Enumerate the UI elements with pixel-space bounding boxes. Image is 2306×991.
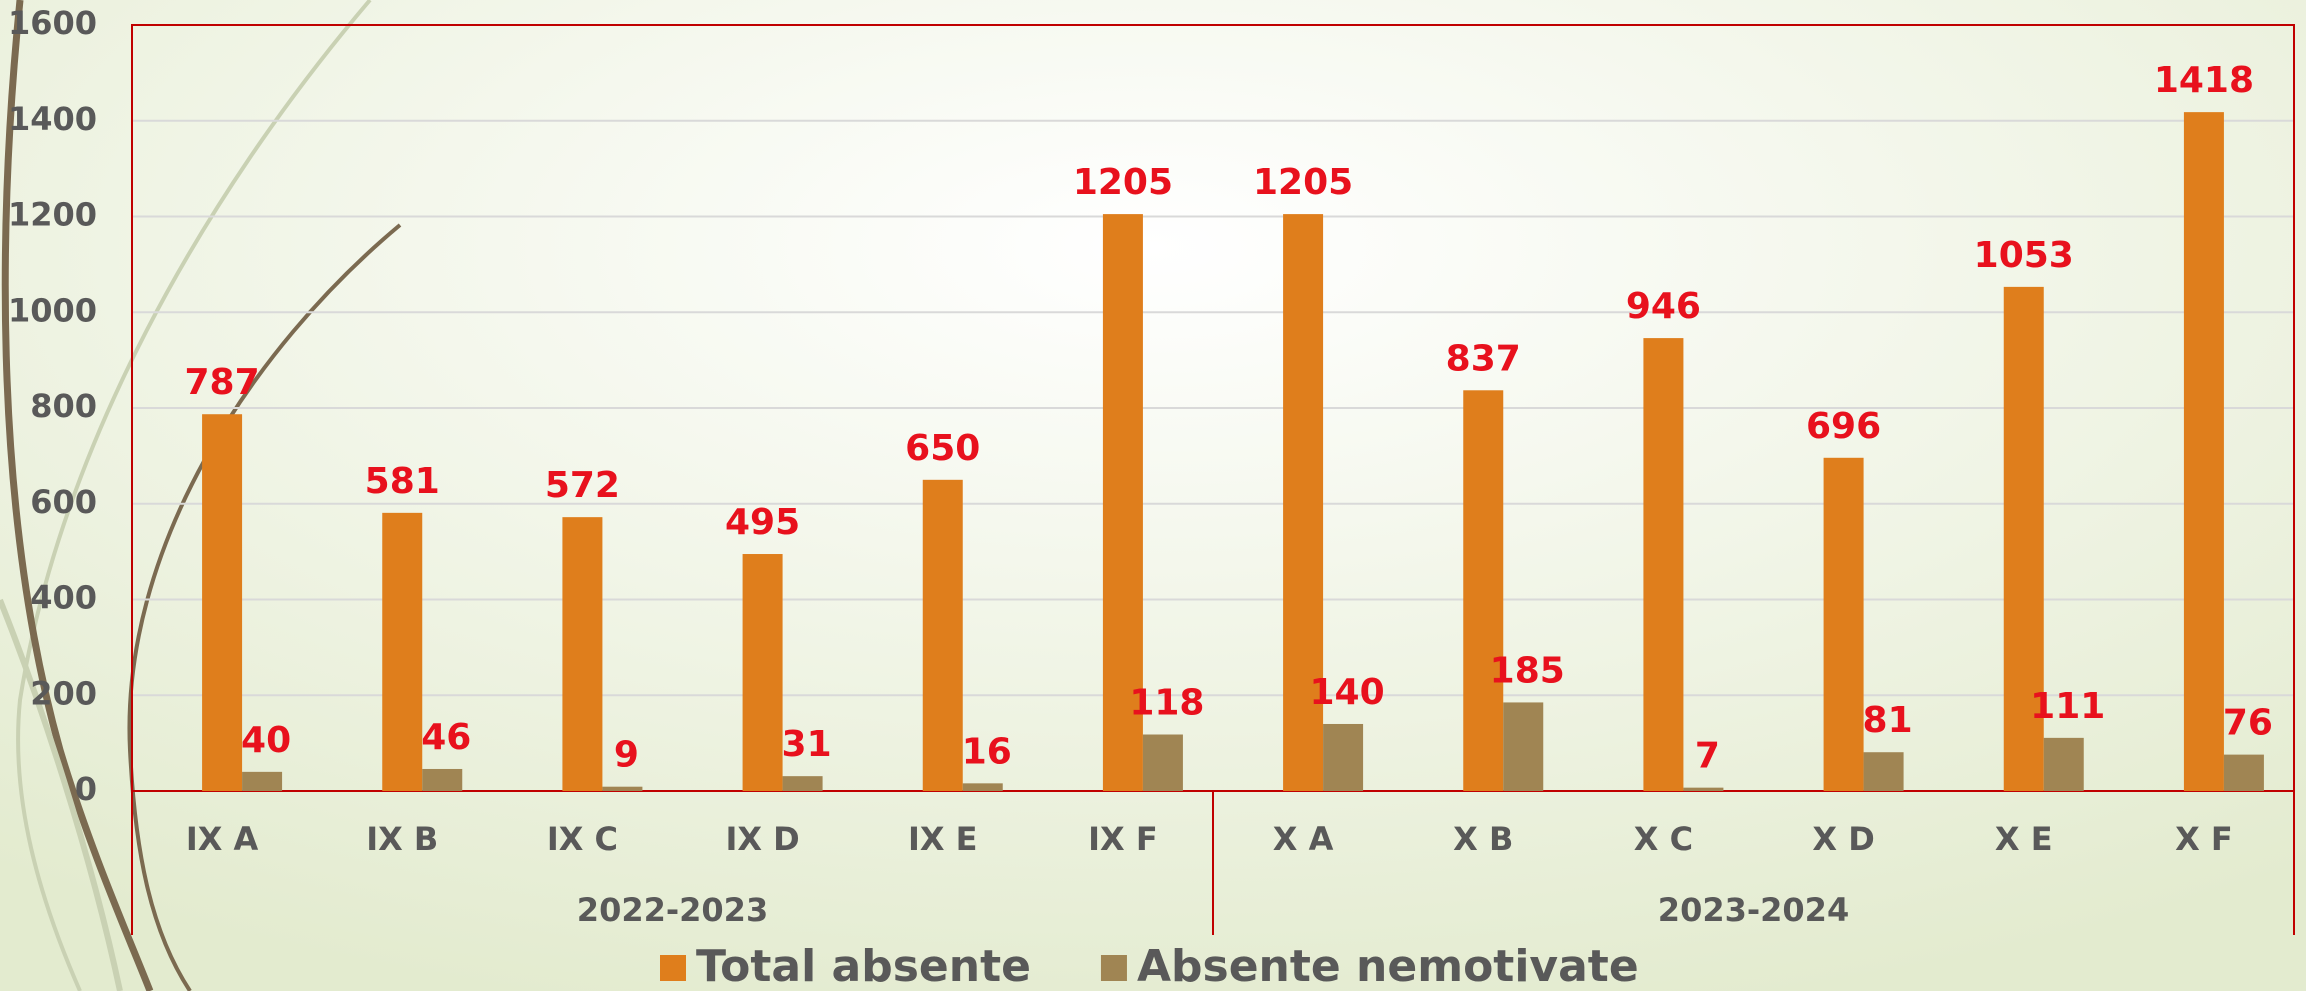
value-label: 1053 (1974, 235, 2074, 276)
x-tick-label: IX F (1088, 820, 1158, 858)
x-tick-label: X B (1453, 820, 1513, 858)
value-label: 1418 (2154, 60, 2254, 101)
chart: 0 200 400 600 800 1000 1200 1400 1600 2022-2023 20… (0, 0, 2306, 991)
bar (743, 554, 783, 791)
x-tick-label: IX C (547, 820, 618, 858)
x-tick-label: X C (1634, 820, 1693, 858)
legend-label: Total absente (696, 941, 1031, 991)
x-tick-label: IX E (908, 820, 978, 858)
value-label: 81 (1863, 700, 1913, 741)
value-label: 185 (1490, 650, 1565, 691)
y-tick-label: 600 (30, 483, 97, 521)
legend-label: Absente nemotivate (1137, 941, 1639, 991)
value-label: 9 (614, 735, 639, 776)
value-label: 787 (185, 362, 260, 403)
bar (1864, 752, 1904, 791)
x-tick-label: X D (1812, 820, 1874, 858)
bar (1503, 702, 1543, 791)
bar (602, 787, 642, 791)
value-label: 46 (421, 717, 471, 758)
bar (1683, 788, 1723, 791)
value-label: 118 (1129, 683, 1204, 724)
bar (382, 513, 422, 791)
value-label: 31 (782, 724, 832, 765)
y-tick-label: 800 (30, 387, 97, 425)
x-tick-label: IX D (725, 820, 799, 858)
value-label: 837 (1446, 338, 1521, 379)
value-label: 946 (1626, 286, 1701, 327)
value-label: 650 (905, 428, 980, 469)
bar (1463, 390, 1503, 791)
legend-swatch (660, 955, 686, 981)
bar (2184, 112, 2224, 791)
bar (1643, 338, 1683, 791)
y-tick-label: 1600 (8, 4, 97, 42)
bar (562, 517, 602, 791)
x-tick-label: X A (1273, 820, 1334, 858)
group-label: 2022-2023 (577, 891, 768, 929)
value-label: 16 (962, 731, 1012, 772)
value-label: 111 (2030, 686, 2105, 727)
bar (963, 783, 1003, 791)
x-tick-label: X F (2175, 820, 2233, 858)
y-tick-label: 1200 (8, 196, 97, 234)
group-label: 2023-2024 (1658, 891, 1849, 929)
bar (422, 769, 462, 791)
bar (923, 480, 963, 791)
value-label: 1205 (1253, 162, 1353, 203)
bar (1323, 724, 1363, 791)
y-tick-label: 200 (30, 674, 97, 712)
y-tick-label: 400 (30, 579, 97, 617)
x-tick-label: X E (1995, 820, 2053, 858)
bar (2044, 738, 2084, 791)
legend-swatch (1101, 955, 1127, 981)
x-tick-label: IX A (186, 820, 259, 858)
bar (2224, 755, 2264, 791)
value-label: 7 (1695, 736, 1720, 777)
bar (242, 772, 282, 791)
y-tick-label: 1000 (8, 291, 97, 329)
bar (202, 414, 242, 791)
x-tick-label: IX B (366, 820, 438, 858)
value-label: 572 (545, 465, 620, 506)
value-label: 40 (241, 720, 291, 761)
y-tick-label: 1400 (8, 100, 97, 138)
value-label: 581 (365, 461, 440, 502)
value-label: 76 (2223, 703, 2273, 744)
value-label: 495 (725, 502, 800, 543)
bar (1143, 735, 1183, 791)
y-tick-label: 0 (75, 770, 97, 808)
value-label: 1205 (1073, 162, 1173, 203)
bar (783, 776, 823, 791)
value-label: 696 (1806, 406, 1881, 447)
bar (1824, 458, 1864, 791)
value-label: 140 (1310, 672, 1385, 713)
